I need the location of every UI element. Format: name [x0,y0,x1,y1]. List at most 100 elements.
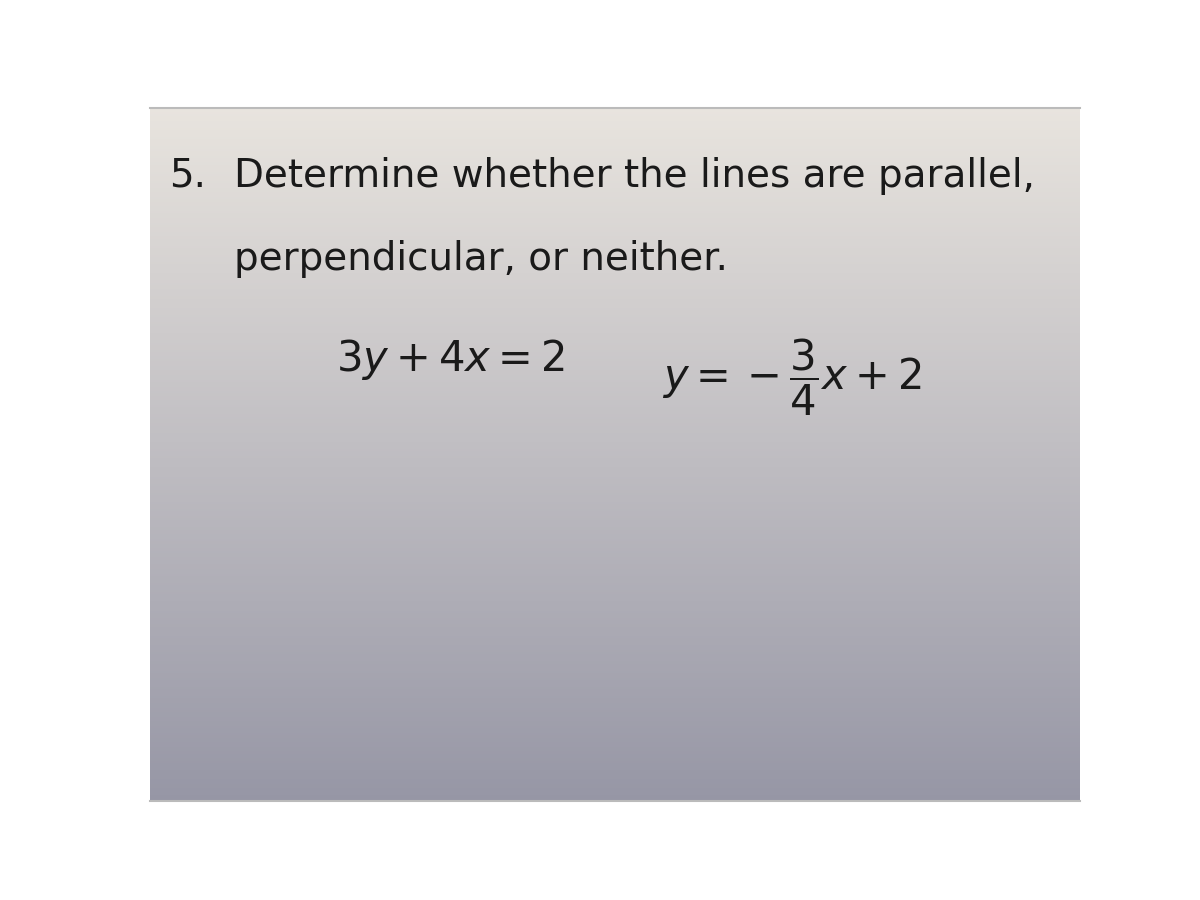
Bar [150,794,1080,796]
Bar [150,468,1080,471]
Bar [150,658,1080,660]
Bar [150,543,1080,544]
Bar [150,618,1080,621]
Bar [150,152,1080,154]
Bar [150,778,1080,780]
Bar [150,443,1080,446]
Bar [150,344,1080,346]
Bar [150,140,1080,142]
Bar [150,482,1080,484]
Text: $3y + 4x = 2$: $3y + 4x = 2$ [336,337,565,382]
Bar [150,630,1080,633]
Bar [150,526,1080,528]
Bar [150,450,1080,452]
Bar [150,117,1080,120]
Bar [150,568,1080,570]
Bar [150,401,1080,404]
Bar [150,788,1080,789]
Bar [150,256,1080,258]
Bar [150,510,1080,512]
Bar [150,563,1080,565]
Bar [150,713,1080,716]
Bar [150,313,1080,316]
Bar [150,364,1080,366]
Bar [150,679,1080,681]
Bar [150,462,1080,464]
Bar [150,600,1080,602]
Bar [150,111,1080,112]
Bar [150,581,1080,584]
Bar [150,572,1080,574]
Bar [150,704,1080,707]
Bar [150,198,1080,201]
Bar [150,447,1080,450]
Bar [150,180,1080,182]
Bar [150,736,1080,739]
Bar [150,366,1080,369]
Bar [150,279,1080,281]
Bar [150,452,1080,454]
Bar [150,353,1080,356]
Bar [150,628,1080,630]
Bar [150,614,1080,617]
Bar [150,381,1080,382]
Bar [150,727,1080,729]
Bar [150,419,1080,422]
Bar [150,133,1080,136]
Bar [150,404,1080,406]
Bar [150,115,1080,117]
Bar [150,376,1080,378]
Bar [150,415,1080,418]
Bar [150,263,1080,266]
Bar [150,503,1080,505]
Bar [150,276,1080,279]
Bar [150,796,1080,798]
Bar [150,593,1080,596]
Bar [150,254,1080,256]
Bar [150,792,1080,794]
Bar [150,186,1080,189]
Bar [150,124,1080,127]
Bar [150,127,1080,129]
Bar [150,755,1080,757]
Bar [150,235,1080,238]
Bar [150,508,1080,510]
Bar [150,251,1080,254]
Bar [150,191,1080,193]
Bar [150,382,1080,385]
Bar [150,558,1080,561]
Bar [150,325,1080,328]
Bar [150,418,1080,419]
Bar [150,574,1080,577]
Bar [150,457,1080,459]
Bar [150,789,1080,792]
Bar [150,798,1080,801]
Bar [150,120,1080,122]
Bar [150,681,1080,683]
Bar [150,260,1080,263]
Bar [150,226,1080,228]
Bar [150,300,1080,302]
Bar [150,780,1080,782]
Bar [150,607,1080,609]
Bar [150,533,1080,536]
Bar [150,122,1080,124]
Bar [150,205,1080,207]
Bar [150,207,1080,210]
Bar [150,699,1080,702]
Bar [150,773,1080,776]
Bar [150,360,1080,362]
Bar [150,512,1080,515]
Bar [150,634,1080,637]
Bar [150,671,1080,674]
Bar [150,291,1080,292]
Bar [150,164,1080,166]
Bar [150,422,1080,425]
Bar [150,292,1080,295]
Bar [150,464,1080,466]
Bar [150,484,1080,487]
Bar [150,653,1080,655]
Bar [150,596,1080,598]
Bar [150,346,1080,348]
Bar [150,242,1080,244]
